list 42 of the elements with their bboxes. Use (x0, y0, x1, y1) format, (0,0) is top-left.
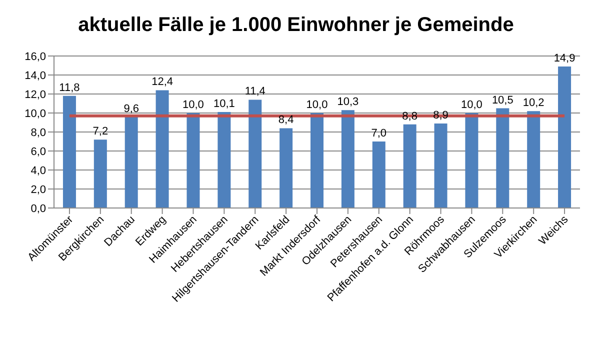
data-label: 10,1 (213, 98, 235, 110)
data-label: 9,6 (124, 102, 140, 115)
y-tick-label: 2,0 (30, 184, 46, 196)
bar (496, 108, 510, 208)
bar (218, 112, 231, 208)
y-tick-label: 0,0 (30, 202, 46, 215)
bar (186, 113, 200, 208)
data-label: 10,3 (337, 96, 359, 108)
data-label: 10,0 (460, 99, 482, 111)
data-label: 12,4 (152, 76, 174, 88)
bar (527, 111, 540, 208)
bar (248, 100, 262, 208)
bar (558, 66, 572, 208)
y-tick-label: 10,0 (24, 108, 46, 120)
y-tick-label: 12,0 (24, 88, 46, 101)
y-tick-label: 4,0 (30, 164, 46, 177)
bar (124, 116, 138, 208)
bar (62, 96, 76, 208)
data-label: 8,4 (278, 114, 294, 126)
data-label: 10,0 (306, 99, 328, 111)
data-label: 11,4 (244, 86, 266, 98)
data-label: 7,0 (371, 128, 387, 140)
bar (280, 128, 293, 208)
bar (156, 90, 169, 208)
bar (434, 123, 448, 208)
bar (94, 140, 107, 208)
y-tick-label: 14,0 (24, 70, 46, 82)
data-label: 10,2 (522, 97, 544, 110)
data-label: 10,5 (492, 94, 514, 106)
data-label: 14,9 (554, 52, 576, 64)
y-tick-label: 16,0 (24, 50, 46, 63)
y-tick-label: 8,0 (30, 126, 46, 139)
bar (310, 113, 324, 208)
data-label: 7,2 (92, 126, 108, 138)
y-tick-label: 6,0 (30, 146, 46, 158)
bar (341, 110, 354, 208)
bar (372, 142, 386, 208)
bar (403, 124, 416, 208)
data-label: 10,0 (182, 99, 204, 111)
data-label: 11,8 (59, 82, 80, 94)
chart-title: aktuelle Fälle je 1.000 Einwohner je Gemeinde (77, 13, 515, 38)
bar (465, 113, 478, 208)
